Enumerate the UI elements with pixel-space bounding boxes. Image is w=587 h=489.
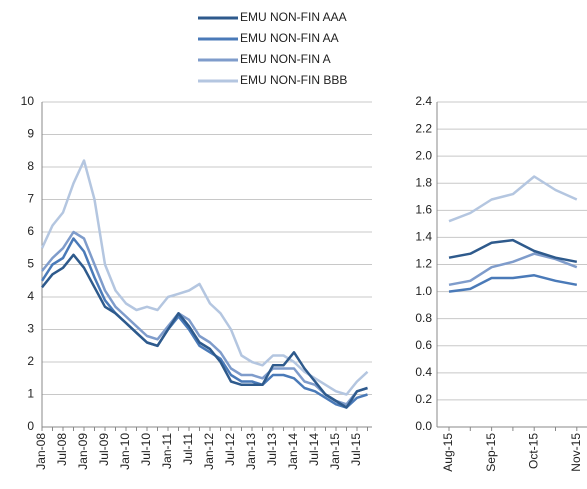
x-tick-label: Jul-09	[97, 433, 111, 466]
x-tick-label: Jan-15	[328, 433, 342, 470]
legend-label: EMU NON-FIN A	[240, 52, 331, 66]
x-tick-label: Jul-10	[139, 433, 153, 466]
y-tick-label: 4	[27, 289, 34, 303]
series-line	[41, 230, 368, 406]
y-tick-label: 2.2	[415, 121, 432, 135]
y-tick-label: 6	[27, 224, 34, 238]
y-tick-label: 5	[27, 257, 34, 271]
x-tick-label: Jan-08	[34, 433, 48, 470]
x-tick-label: Jan-13	[244, 433, 258, 470]
y-tick-label: 0	[27, 419, 34, 433]
x-tick-label: Jul-13	[265, 433, 279, 466]
y-tick-label: 1.0	[415, 284, 432, 298]
y-tick-label: 2.4	[415, 94, 432, 108]
x-tick-label: Jan-12	[202, 433, 216, 470]
y-tick-label: 10	[21, 94, 35, 108]
series-line	[40, 159, 369, 396]
legend-label: EMU NON-FIN AA	[240, 31, 339, 45]
y-tick-label: 8	[27, 159, 34, 173]
y-tick-label: 2	[27, 354, 34, 368]
y-tick-label: 0.8	[415, 311, 432, 325]
y-tick-label: 0.4	[415, 365, 432, 379]
y-tick-label: 7	[27, 192, 34, 206]
y-tick-label: 1.2	[415, 257, 432, 271]
x-tick-label: Jul-11	[181, 433, 195, 465]
y-tick-label: 0.0	[415, 419, 432, 433]
y-tick-label: 9	[27, 127, 34, 141]
x-tick-label: Oct-15	[526, 433, 540, 469]
x-tick-label: Jul-12	[223, 433, 237, 466]
x-tick-label: Sep-15	[484, 433, 498, 472]
x-tick-label: Nov-15	[569, 433, 583, 472]
y-tick-label: 1.8	[415, 175, 432, 189]
y-tick-label: 3	[27, 322, 34, 336]
y-tick-label: 1.4	[415, 230, 432, 244]
x-tick-label: Jan-14	[286, 433, 300, 470]
x-tick-label: Jan-11	[160, 433, 174, 469]
y-tick-label: 2.0	[415, 148, 432, 162]
x-tick-label: Aug-15	[441, 433, 455, 472]
series-line	[448, 274, 578, 293]
series-line	[448, 238, 578, 264]
x-tick-label: Jul-14	[307, 433, 321, 466]
y-tick-label: 1.6	[415, 203, 432, 217]
y-tick-label: 1	[27, 387, 34, 401]
legend-label: EMU NON-FIN AAA	[240, 10, 347, 24]
x-tick-label: Jan-09	[76, 433, 90, 470]
x-tick-label: Jul-08	[55, 433, 69, 466]
series-line	[41, 253, 368, 409]
series-line	[40, 237, 368, 409]
y-tick-label: 0.2	[415, 392, 432, 406]
series-line	[448, 175, 578, 223]
legend-label: EMU NON-FIN BBB	[240, 73, 347, 87]
x-tick-label: Jul-15	[349, 433, 363, 466]
x-tick-label: Jan-10	[118, 433, 132, 470]
y-tick-label: 0.6	[415, 338, 432, 352]
series-line	[448, 252, 578, 287]
